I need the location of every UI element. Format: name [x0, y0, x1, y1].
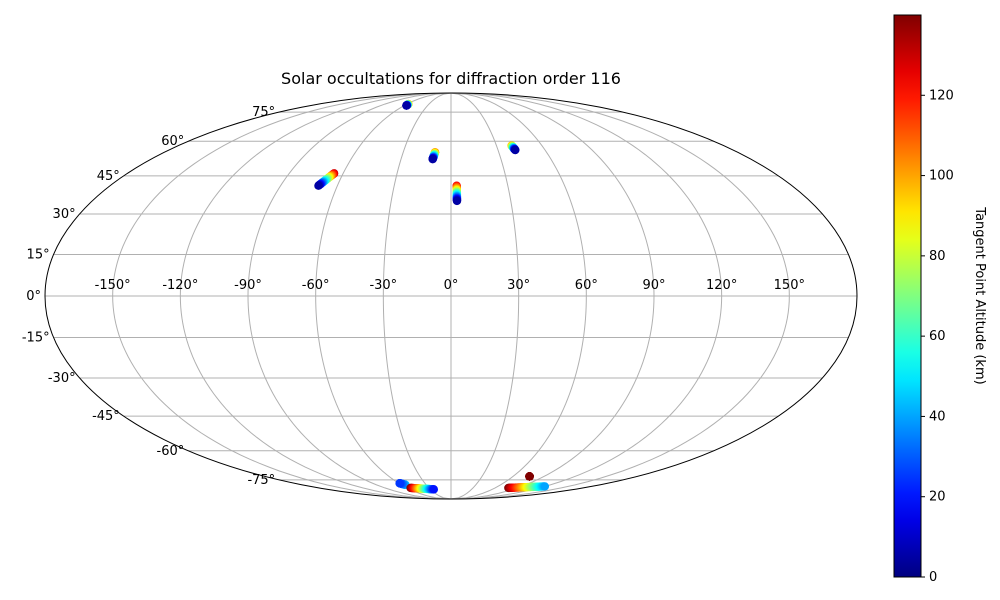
longitude-tick-label: -60°: [302, 278, 330, 293]
longitude-tick-label: 60°: [575, 278, 598, 293]
longitude-tick-label: -150°: [95, 278, 131, 293]
chart-title: Solar occultations for diffraction order…: [281, 69, 621, 88]
longitude-tick-label: 120°: [706, 278, 737, 293]
colorbar-tick-label: 60: [929, 329, 946, 344]
longitude-gridline: [450, 92, 723, 500]
colorbar-label: Tangent Point Altitude (km): [972, 206, 987, 384]
colorbar-tick-label: 40: [929, 409, 946, 424]
colorbar-tick-label: 80: [929, 249, 946, 264]
colorbar-tick-label: 120: [929, 88, 954, 103]
latitude-tick-label: 75°: [252, 105, 275, 120]
longitude-gridline: [247, 92, 452, 500]
longitude-tick-label: 0°: [444, 278, 459, 293]
longitude-tick-label: 150°: [774, 278, 805, 293]
latitude-tick-label: -15°: [22, 331, 50, 346]
occultation-point: [525, 472, 534, 481]
latitude-tick-label: -75°: [247, 473, 275, 488]
colorbar: [893, 14, 922, 578]
longitude-gridline: [112, 92, 452, 500]
longitude-tick-labels: -150° -120° -90° -60° -30° 0° 30° 60° 90° 120° 150…: [95, 278, 805, 293]
occultation-points: [314, 99, 550, 494]
latitude-tick-label: 0°: [26, 289, 41, 304]
occultation-point: [314, 181, 323, 190]
occultation-point: [395, 479, 404, 488]
longitude-gridline: [450, 92, 587, 500]
longitude-gridline: [382, 92, 452, 500]
longitude-tick-label: -120°: [162, 278, 198, 293]
map-grid: [45, 92, 857, 500]
longitude-gridline: [450, 92, 520, 500]
latitude-tick-label: 15°: [27, 247, 50, 262]
longitude-tick-label: 90°: [642, 278, 665, 293]
longitude-gridline: [315, 92, 452, 500]
occultation-point: [511, 145, 520, 155]
longitude-tick-label: -90°: [234, 278, 262, 293]
longitude-gridline: [450, 92, 790, 500]
colorbar-ticks: 0 20 40 60 80 100 120: [921, 88, 954, 585]
colorbar-tick-label: 20: [929, 490, 946, 505]
colorbar-tick-label: 100: [929, 169, 954, 184]
longitude-tick-label: -30°: [369, 278, 397, 293]
map-outline: [44, 92, 858, 500]
longitude-gridline: [450, 92, 655, 500]
latitude-tick-label: -30°: [48, 371, 76, 386]
latitude-tick-label: 60°: [161, 134, 184, 149]
latitude-tick-label: 45°: [97, 169, 120, 184]
longitude-gridline: [179, 92, 452, 500]
occultation-point: [402, 101, 411, 110]
latitude-tick-label: 30°: [53, 207, 76, 222]
occultation-point: [452, 196, 462, 206]
colorbar-tick-label: 0: [929, 570, 937, 585]
occultation-point: [428, 154, 437, 164]
occultation-point: [429, 485, 439, 494]
occultation-point: [540, 482, 550, 491]
latitude-tick-label: -45°: [92, 409, 120, 424]
longitude-tick-label: 30°: [507, 278, 530, 293]
latitude-tick-label: -60°: [157, 444, 185, 459]
latitude-tick-labels: 75° 60° 45° 30° 15° 0° -15° -30° -45° -60° -75°: [22, 105, 275, 488]
